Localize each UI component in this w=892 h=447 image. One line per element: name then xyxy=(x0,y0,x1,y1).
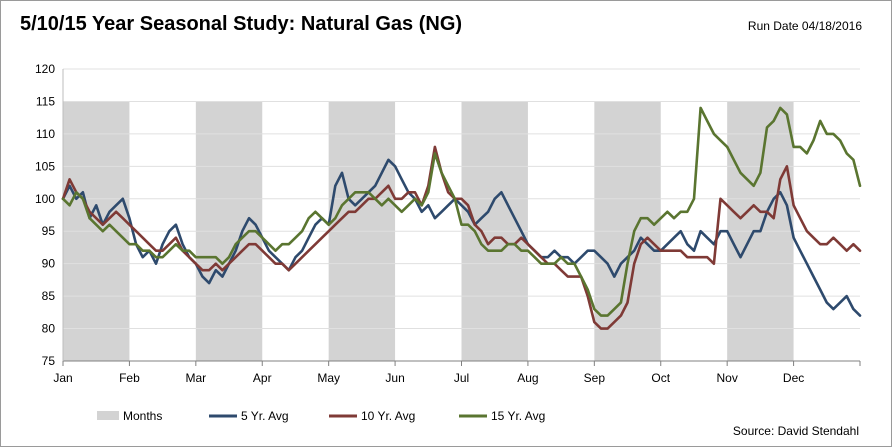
x-tick-apr: Apr xyxy=(253,371,272,385)
legend-label-10yr: 10 Yr. Avg xyxy=(361,409,415,423)
series-lines xyxy=(61,106,862,330)
x-tick-mar: Mar xyxy=(185,371,206,385)
source-credit: Source: David Stendahl xyxy=(732,424,859,438)
y-tick-95: 95 xyxy=(42,224,56,238)
x-tick-aug: Aug xyxy=(517,371,538,385)
y-tick-85: 85 xyxy=(42,289,56,303)
x-tick-jul: Jul xyxy=(454,371,469,385)
axes: 75 80 85 90 95 100 105 110 115 120 Jan Feb Mar Apr May… xyxy=(35,62,861,385)
legend-label-5yr: 5 Yr. Avg xyxy=(241,409,289,423)
y-tick-120: 120 xyxy=(35,62,55,76)
x-tick-nov: Nov xyxy=(716,371,737,385)
series-line-15-yr-avg xyxy=(61,106,862,317)
y-tick-75: 75 xyxy=(42,354,56,368)
y-tick-80: 80 xyxy=(42,322,56,336)
x-tick-sep: Sep xyxy=(584,371,606,385)
x-tick-may: May xyxy=(317,371,340,385)
run-date: Run Date 04/18/2016 xyxy=(747,19,862,33)
x-tick-feb: Feb xyxy=(119,371,140,385)
x-tick-jan: Jan xyxy=(53,371,72,385)
legend-label-months: Months xyxy=(123,409,162,423)
legend-swatch-months xyxy=(97,411,119,420)
x-tick-oct: Oct xyxy=(651,371,670,385)
chart-title: 5/10/15 Year Seasonal Study: Natural Gas… xyxy=(20,13,463,35)
y-tick-110: 110 xyxy=(36,127,55,141)
x-tick-dec: Dec xyxy=(783,371,804,385)
legend-label-15yr: 15 Yr. Avg xyxy=(491,409,545,423)
series-line-10-yr-avg xyxy=(61,145,862,330)
y-tick-90: 90 xyxy=(42,257,56,271)
y-tick-115: 115 xyxy=(36,94,55,108)
y-tick-100: 100 xyxy=(35,192,55,206)
legend: Months 5 Yr. Avg 10 Yr. Avg 15 Yr. Avg xyxy=(97,409,545,423)
y-tick-105: 105 xyxy=(35,159,55,173)
x-tick-jun: Jun xyxy=(385,371,404,385)
